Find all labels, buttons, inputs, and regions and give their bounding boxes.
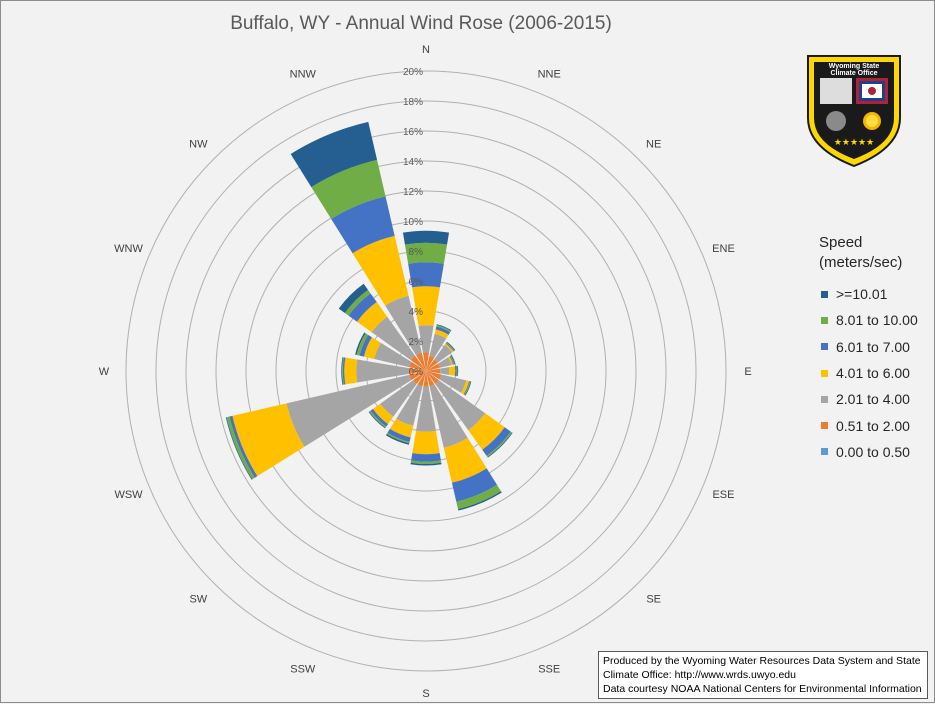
logo-text-line2: Climate Office xyxy=(830,70,877,77)
legend-item: 2.01 to 4.00 xyxy=(819,386,918,412)
legend-label: 4.01 to 6.00 xyxy=(836,365,910,381)
legend-title-line: (meters/sec) xyxy=(819,253,918,273)
legend-swatch xyxy=(821,448,828,455)
radial-tick-label: 4% xyxy=(409,307,424,318)
direction-label-w: W xyxy=(99,366,110,378)
legend-item: 0.51 to 2.00 xyxy=(819,412,918,438)
wyoming-climate-office-logo: Wyoming State Climate Office ★★★★★ xyxy=(804,48,904,170)
wind-rose-bars xyxy=(226,122,513,511)
direction-label-nnw: NNW xyxy=(290,69,317,81)
direction-label-ne: NE xyxy=(646,138,661,150)
legend-label: 0.51 to 2.00 xyxy=(836,418,910,434)
direction-label-n: N xyxy=(422,44,430,56)
credit-line-1: Produced by the Wyoming Water Resources … xyxy=(603,654,923,668)
radial-tick-label: 20% xyxy=(403,67,423,78)
logo-stars: ★★★★★ xyxy=(834,138,874,148)
radial-tick-label: 16% xyxy=(403,127,423,138)
legend-items: >=10.01 8.01 to 10.00 6.01 to 7.00 4.01 to … xyxy=(819,281,918,465)
legend-label: 2.01 to 4.00 xyxy=(836,391,910,407)
credit-box: Produced by the Wyoming Water Resources … xyxy=(598,651,928,699)
legend-label: >=10.01 xyxy=(836,286,887,302)
legend-title-line: Speed xyxy=(819,233,918,253)
legend-item: 6.01 to 7.00 xyxy=(819,334,918,360)
direction-label-ssw: SSW xyxy=(290,663,316,675)
direction-label-wsw: WSW xyxy=(114,489,143,501)
direction-label-sw: SW xyxy=(189,594,207,606)
legend-label: 8.01 to 10.00 xyxy=(836,312,918,328)
legend-swatch xyxy=(821,396,828,403)
direction-label-sse: SSE xyxy=(538,663,560,675)
legend-swatch xyxy=(821,317,828,324)
legend-item: >=10.01 xyxy=(819,281,918,307)
direction-label-e: E xyxy=(744,366,751,378)
rose-bar-segment xyxy=(411,453,441,462)
logo-text-line1: Wyoming State xyxy=(829,63,880,70)
rose-bar-segment xyxy=(440,367,449,375)
legend-swatch xyxy=(821,343,828,350)
credit-line-3: Data courtesy NOAA National Centers for … xyxy=(603,682,923,696)
direction-label-ene: ENE xyxy=(712,243,735,255)
direction-label-se: SE xyxy=(646,594,661,606)
rose-bar-segment xyxy=(412,431,439,454)
radial-tick-label: 0% xyxy=(409,367,424,378)
rose-bar-segment xyxy=(449,366,455,376)
radial-tick-label: 10% xyxy=(403,217,423,228)
rose-bar-segment xyxy=(344,358,357,385)
radial-tick-label: 6% xyxy=(409,277,424,288)
legend-label: 0.00 to 0.50 xyxy=(836,444,910,460)
rose-bar-segment xyxy=(423,352,429,370)
legend-item: 0.00 to 0.50 xyxy=(819,439,918,465)
rose-bar-segment xyxy=(403,231,449,245)
direction-label-ese: ESE xyxy=(712,489,734,501)
legend: Speed(meters/sec) >=10.01 8.01 to 10.00 6.… xyxy=(819,233,918,465)
radial-tick-label: 18% xyxy=(403,97,423,108)
legend-swatch xyxy=(821,291,828,298)
radial-tick-label: 12% xyxy=(403,187,423,198)
legend-swatch xyxy=(821,370,828,377)
direction-label-nw: NW xyxy=(189,138,208,150)
radial-tick-label: 8% xyxy=(409,247,424,258)
credit-line-2: Climate Office: http://www.wrds.uwyo.edu xyxy=(603,668,923,682)
radial-tick-label: 2% xyxy=(409,337,424,348)
direction-label-nne: NNE xyxy=(538,69,561,81)
radial-tick-label: 14% xyxy=(403,157,423,168)
legend-item: 4.01 to 6.00 xyxy=(819,360,918,386)
legend-label: 6.01 to 7.00 xyxy=(836,339,910,355)
direction-label-wnw: WNW xyxy=(114,243,143,255)
legend-title: Speed(meters/sec) xyxy=(819,233,918,273)
legend-item: 8.01 to 10.00 xyxy=(819,307,918,333)
direction-label-s: S xyxy=(422,688,429,700)
legend-swatch xyxy=(821,422,828,429)
